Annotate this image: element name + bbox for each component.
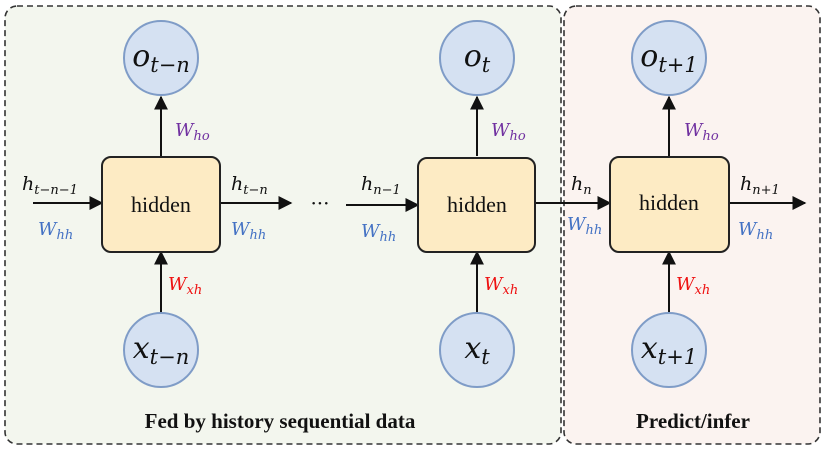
output-node-2: ot xyxy=(439,20,515,96)
input-symbol: x xyxy=(464,331,481,366)
w-ho-label-2: Who xyxy=(491,120,526,144)
svg-text:ot: ot xyxy=(464,39,491,77)
input-subscript: t xyxy=(481,345,490,369)
input-node-3: xt+1 xyxy=(631,312,707,388)
output-node-1: ot−n xyxy=(123,20,199,96)
svg-text:ot−n: ot−n xyxy=(132,39,190,77)
hidden-state-label-2: hn−1 xyxy=(361,173,401,198)
hidden-cell-2: hidden xyxy=(417,157,536,253)
w-ho-label-1: Who xyxy=(175,120,210,144)
w-ho-label-3: Who xyxy=(684,120,719,144)
svg-text:ot+1: ot+1 xyxy=(640,39,697,77)
w-hh-label-2: Whh xyxy=(361,221,396,245)
hidden-cell-1: hidden xyxy=(101,156,221,253)
input-subscript: t−n xyxy=(150,345,190,369)
output-symbol: o xyxy=(464,39,482,74)
hidden-cell-label: hidden xyxy=(639,190,699,215)
input-node-2: xt xyxy=(439,312,515,388)
w-hh-label-1: Whh xyxy=(231,219,266,243)
w-hh-label-4: Whh xyxy=(738,219,773,243)
svg-text:xt−n: xt−n xyxy=(133,331,189,369)
predict-caption: Predict/infer xyxy=(636,409,750,433)
w-hh-label-3: Whh xyxy=(567,214,602,238)
output-subscript: t−n xyxy=(150,53,190,77)
hidden-state-label-1: ht−n xyxy=(231,173,268,198)
svg-text:xt+1: xt+1 xyxy=(641,331,697,369)
w-hh-label-0: Whh xyxy=(38,219,73,243)
hidden-state-label-4: hn+1 xyxy=(740,173,780,198)
hidden-cell-label: hidden xyxy=(131,192,191,217)
output-node-3: ot+1 xyxy=(631,20,707,96)
input-symbol: x xyxy=(133,331,150,366)
input-subscript: t+1 xyxy=(658,345,697,369)
input-symbol: x xyxy=(641,331,658,366)
output-symbol: o xyxy=(132,39,150,74)
hidden-cell-3: hidden xyxy=(609,156,730,253)
w-xh-label-3: Wxh xyxy=(676,274,710,298)
hidden-state-label-0: ht−n−1 xyxy=(22,173,78,198)
hidden-cell-label: hidden xyxy=(447,192,507,217)
output-subscript: t+1 xyxy=(658,53,697,77)
history-caption: Fed by history sequential data xyxy=(145,409,416,433)
output-symbol: o xyxy=(640,39,658,74)
svg-text:xt: xt xyxy=(464,331,490,369)
w-xh-label-2: Wxh xyxy=(484,274,518,298)
w-xh-label-1: Wxh xyxy=(168,274,202,298)
hidden-state-label-3: hn xyxy=(571,173,592,198)
ellipsis: ··· xyxy=(310,191,329,215)
output-subscript: t xyxy=(482,53,491,77)
input-node-1: xt−n xyxy=(123,312,199,388)
